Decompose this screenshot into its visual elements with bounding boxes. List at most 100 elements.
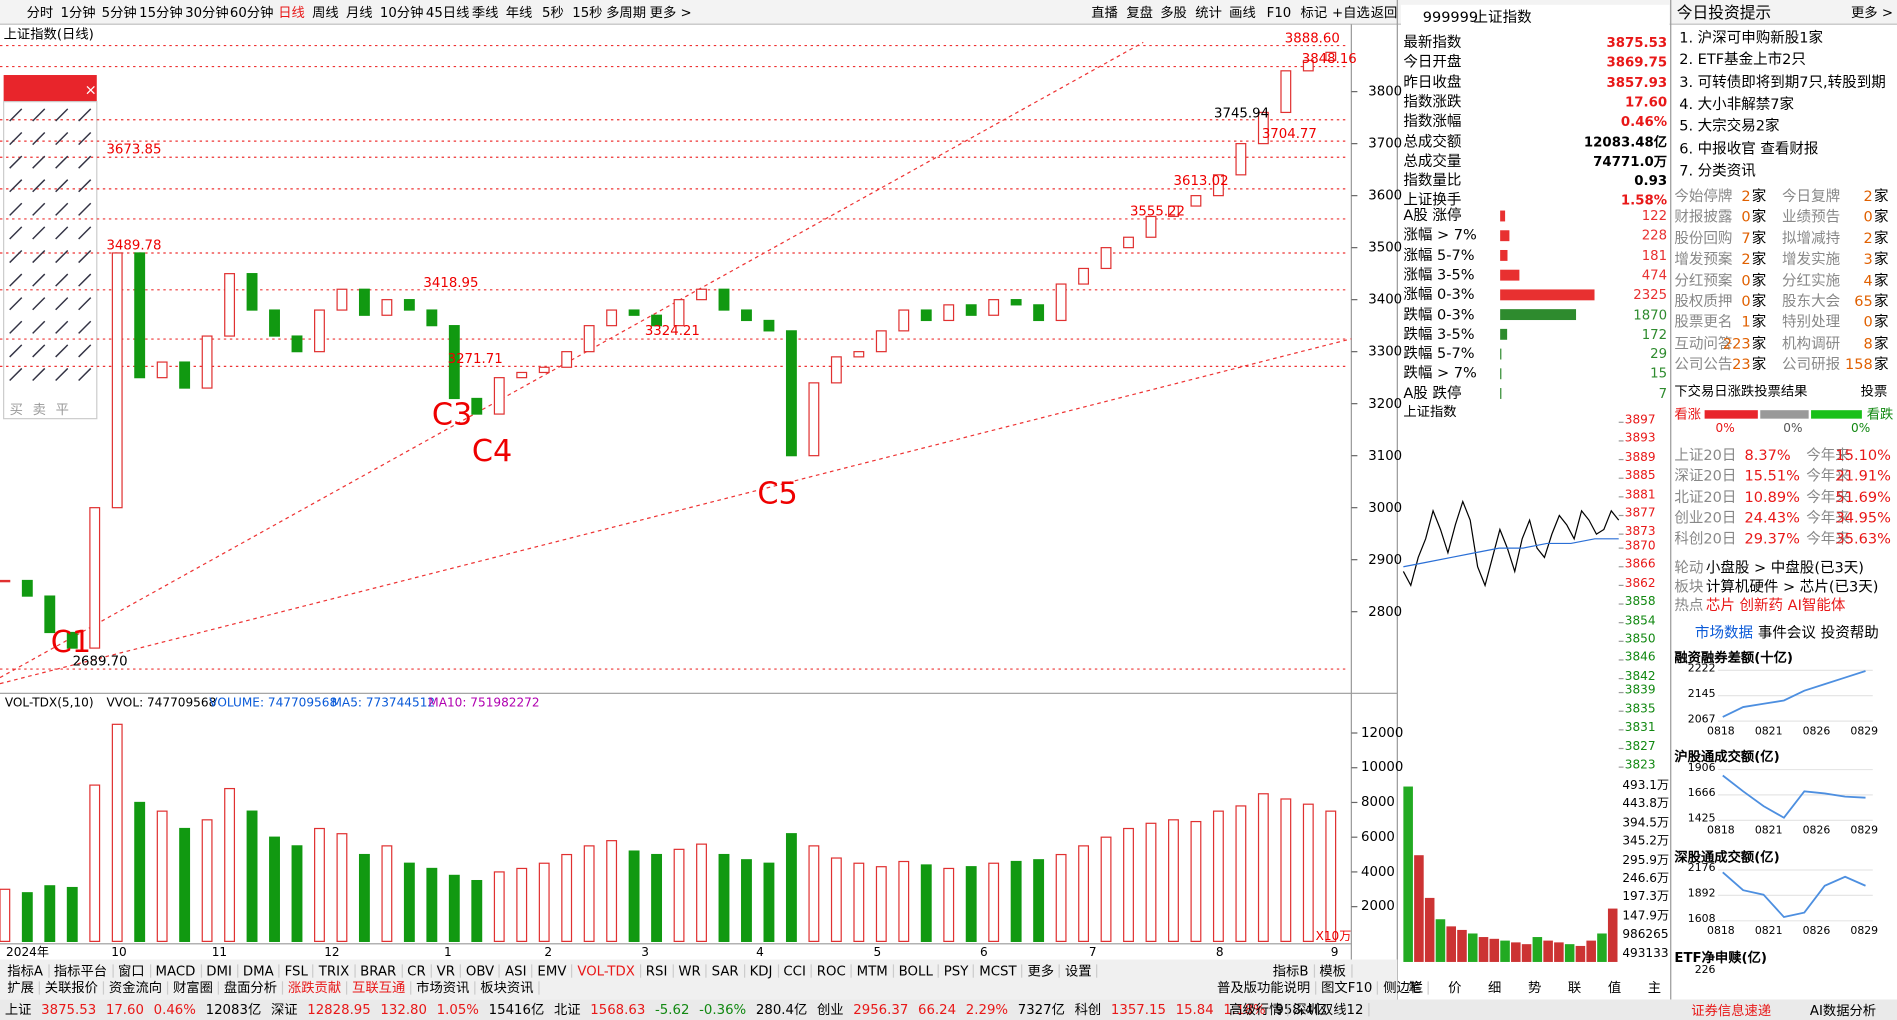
- status-item[interactable]: 高级行情: [1224, 1003, 1289, 1017]
- tab[interactable]: DMI: [201, 964, 239, 978]
- status-item[interactable]: 科创: [1074, 1001, 1102, 1018]
- tip-item[interactable]: 6. 中报收官 查看财报: [1679, 139, 1819, 157]
- tab[interactable]: BRAR: [355, 964, 403, 978]
- tab[interactable]: 财富圈: [168, 981, 219, 995]
- status-item[interactable]: 15.84: [1175, 1001, 1214, 1018]
- tab[interactable]: TRIX: [314, 964, 356, 978]
- tab[interactable]: 值: [1607, 980, 1622, 996]
- tab[interactable]: RSI: [641, 964, 674, 978]
- tab[interactable]: MCST: [974, 964, 1023, 978]
- tab[interactable]: 互联互通: [347, 981, 412, 995]
- status-item[interactable]: 深圳双线12: [1288, 1003, 1370, 1017]
- tool-button[interactable]: F10: [1266, 4, 1292, 21]
- status-item[interactable]: 创业: [816, 1001, 844, 1018]
- tab[interactable]: 侧边栏: [1378, 981, 1430, 995]
- tab[interactable]: 细: [1488, 980, 1502, 996]
- tab[interactable]: 指标平台: [49, 964, 114, 978]
- period-button[interactable]: 15秒: [572, 4, 603, 21]
- tip-item[interactable]: 7. 分类资讯: [1679, 161, 1756, 179]
- tab[interactable]: 盘面分析: [219, 981, 284, 995]
- tab[interactable]: 联: [1567, 980, 1582, 996]
- tab[interactable]: 设置: [1060, 964, 1098, 978]
- tab[interactable]: ROC: [812, 964, 852, 978]
- tab[interactable]: 市场资讯: [411, 981, 476, 995]
- status-item[interactable]: 15416亿: [488, 1001, 545, 1018]
- tip-item[interactable]: 1. 沪深可申购新股1家: [1679, 29, 1824, 46]
- period-button[interactable]: 月线: [346, 4, 373, 21]
- status-item[interactable]: 132.80: [380, 1001, 428, 1018]
- status-item[interactable]: 北证: [553, 1001, 581, 1018]
- trade-button[interactable]: 平: [55, 401, 69, 418]
- tool-button[interactable]: 标记: [1300, 4, 1328, 21]
- tip-item[interactable]: 5. 大宗交易2家: [1679, 117, 1780, 135]
- tab[interactable]: KDJ: [745, 964, 779, 978]
- tab[interactable]: 普及版功能说明: [1212, 981, 1317, 995]
- period-button[interactable]: 1分钟: [60, 4, 96, 21]
- tab[interactable]: MTM: [852, 964, 894, 978]
- tab[interactable]: MACD: [151, 964, 202, 978]
- status-item[interactable]: 0.46%: [153, 1001, 196, 1018]
- status-item[interactable]: 280.4亿: [755, 1001, 808, 1018]
- tab[interactable]: DMA: [238, 964, 280, 978]
- tab[interactable]: CR: [402, 964, 432, 978]
- status-item[interactable]: 3875.53: [41, 1001, 97, 1018]
- close-icon[interactable]: ×: [85, 82, 97, 98]
- tab[interactable]: 资金流向: [104, 981, 169, 995]
- period-button[interactable]: 年线: [505, 4, 533, 21]
- period-button[interactable]: 10分钟: [379, 4, 424, 21]
- tab[interactable]: CCI: [779, 964, 812, 978]
- tab[interactable]: ASI: [500, 964, 533, 978]
- tool-button[interactable]: +自选: [1331, 4, 1370, 21]
- status-item[interactable]: 深证: [270, 1001, 298, 1018]
- vote-button[interactable]: 投票: [1860, 383, 1888, 400]
- tab[interactable]: 板块资讯: [475, 981, 540, 995]
- data-tab[interactable]: 市场数据: [1694, 624, 1754, 642]
- tab[interactable]: VR: [432, 964, 462, 978]
- status-item[interactable]: 1568.63: [590, 1001, 646, 1018]
- tab[interactable]: 扩展: [2, 981, 40, 995]
- tab[interactable]: FSL: [280, 964, 314, 978]
- status-item[interactable]: 2.29%: [965, 1001, 1009, 1018]
- period-button[interactable]: 更多 >: [649, 4, 692, 21]
- status-item[interactable]: -5.62: [654, 1001, 690, 1018]
- tip-item[interactable]: 4. 大小非解禁7家: [1679, 95, 1795, 113]
- tool-button[interactable]: 复盘: [1126, 4, 1153, 21]
- status-item[interactable]: 17.60: [105, 1001, 144, 1018]
- period-button[interactable]: 多周期: [606, 4, 647, 21]
- status-item[interactable]: 1.05%: [436, 1001, 479, 1018]
- period-button[interactable]: 季线: [471, 4, 499, 21]
- data-tab[interactable]: 事件会议: [1757, 624, 1816, 642]
- status-item[interactable]: 1357.15: [1110, 1001, 1166, 1018]
- tab[interactable]: VOL-TDX: [572, 964, 641, 978]
- tab[interactable]: 窗口: [113, 964, 151, 978]
- tab[interactable]: 图文F10: [1316, 981, 1379, 995]
- period-button[interactable]: 60分钟: [229, 4, 274, 21]
- tab[interactable]: WR: [673, 964, 707, 978]
- trade-button[interactable]: 卖: [32, 401, 46, 418]
- tab[interactable]: 笔: [1408, 980, 1422, 996]
- tool-button[interactable]: 直播: [1091, 4, 1118, 21]
- tab[interactable]: 指标B: [1268, 964, 1315, 978]
- tab[interactable]: 价: [1448, 980, 1462, 996]
- period-button[interactable]: 5分钟: [101, 4, 137, 21]
- tool-button[interactable]: 统计: [1195, 4, 1222, 21]
- status-item[interactable]: -0.36%: [699, 1001, 747, 1018]
- period-button[interactable]: 分时: [26, 4, 54, 21]
- period-button[interactable]: 15分钟: [139, 4, 183, 21]
- status-item[interactable]: 7327亿: [1017, 1001, 1065, 1018]
- status-item[interactable]: 2956.37: [853, 1001, 909, 1018]
- tip-item[interactable]: 3. 可转债即将到期7只,转股到期: [1679, 73, 1886, 91]
- tab[interactable]: SAR: [707, 964, 745, 978]
- status-item[interactable]: 66.24: [917, 1001, 957, 1018]
- tab[interactable]: 关联报价: [40, 981, 105, 995]
- tool-button[interactable]: 多股: [1160, 4, 1187, 21]
- trade-button[interactable]: 买: [9, 401, 23, 418]
- tool-button[interactable]: 返回: [1370, 4, 1398, 21]
- tab[interactable]: 指标A: [2, 964, 50, 978]
- tab[interactable]: OBV: [461, 964, 501, 978]
- status-item[interactable]: 1.18%: [1223, 1001, 1266, 1018]
- more-link[interactable]: 更多 >: [1850, 4, 1893, 21]
- tab[interactable]: 主: [1647, 980, 1662, 996]
- tip-item[interactable]: 2. ETF基金上市2只: [1679, 51, 1806, 69]
- tab[interactable]: 涨跌贡献: [283, 981, 348, 995]
